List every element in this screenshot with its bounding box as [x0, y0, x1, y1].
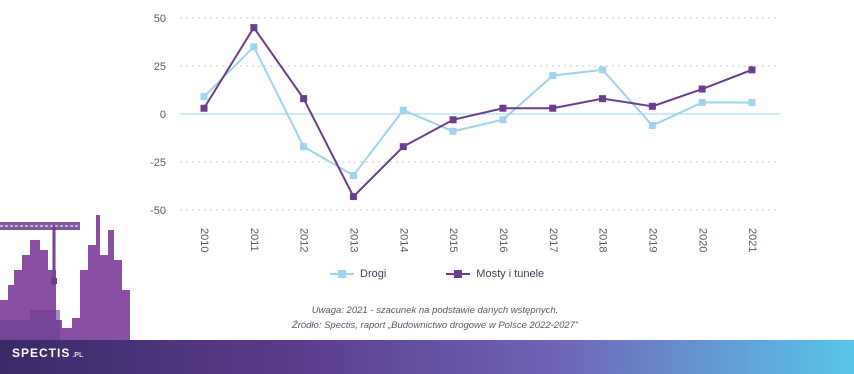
y-axis: 50 25 0 -25 -50 — [150, 13, 166, 217]
footer-gradient-bar — [0, 340, 854, 374]
data-point — [449, 127, 457, 135]
legend-label-mosty: Mosty i tunele — [476, 268, 545, 280]
data-point — [399, 106, 407, 114]
data-point — [599, 66, 607, 74]
legend: Drogi Mosty i tunele — [330, 268, 544, 280]
data-point — [648, 122, 656, 130]
data-point — [300, 95, 308, 103]
logo-suffix: .PL — [72, 352, 84, 359]
y-tick-label: -25 — [150, 157, 166, 169]
data-point — [300, 143, 308, 151]
note-estimate: Uwaga: 2021 - szacunek na podstawie dany… — [311, 305, 559, 316]
data-point — [599, 95, 607, 103]
data-point — [449, 116, 457, 124]
x-tick-label: 2021 — [746, 228, 758, 252]
y-tick-label: 50 — [154, 13, 166, 25]
x-tick-label: 2011 — [248, 228, 260, 252]
y-tick-label: 0 — [160, 109, 166, 121]
data-point — [748, 98, 756, 106]
x-tick-label: 2017 — [547, 228, 559, 252]
legend-swatch-mosty — [446, 270, 471, 278]
data-point — [549, 104, 557, 112]
x-tick-label: 2013 — [348, 228, 360, 252]
x-tick-label: 2020 — [696, 228, 708, 252]
x-tick-label: 2019 — [646, 228, 658, 252]
y-tick-label: -50 — [150, 205, 166, 217]
x-axis: 2010 2011 2012 2013 2014 2015 2016 2017 2018 2019… — [198, 228, 758, 252]
data-point — [499, 116, 507, 124]
x-tick-label: 2015 — [447, 228, 459, 252]
series-line-1 — [203, 25, 753, 199]
data-point — [399, 143, 407, 151]
data-point — [648, 102, 656, 110]
legend-swatch-drogi — [330, 270, 354, 278]
data-point — [200, 93, 208, 101]
data-point — [349, 171, 357, 179]
legend-label-drogi: Drogi — [360, 268, 387, 280]
chart-series — [200, 24, 756, 201]
x-tick-label: 2010 — [198, 228, 210, 252]
data-point — [200, 104, 208, 112]
legend-item-mosty: Mosty i tunele — [446, 268, 544, 280]
x-tick-label: 2014 — [397, 228, 409, 252]
data-point — [549, 72, 557, 80]
data-point — [748, 66, 756, 74]
y-tick-label: 25 — [154, 61, 166, 73]
x-tick-label: 2016 — [497, 228, 509, 252]
note-source: Źródło: Spectis, raport „Budownictwo dro… — [291, 320, 579, 331]
data-point — [349, 193, 357, 201]
skyline-illustration — [0, 215, 130, 340]
chart-grid — [180, 17, 780, 211]
series-line-0 — [203, 45, 752, 177]
data-point — [250, 43, 258, 51]
data-point — [250, 24, 258, 32]
data-point — [698, 85, 706, 93]
legend-item-drogi: Drogi — [330, 268, 386, 280]
logo-text: SPECTIS — [12, 346, 71, 360]
x-tick-label: 2018 — [597, 228, 609, 252]
data-point — [698, 98, 706, 106]
x-tick-label: 2012 — [298, 228, 310, 252]
data-point — [499, 104, 507, 112]
spectis-logo: SPECTIS .PL — [12, 346, 83, 360]
